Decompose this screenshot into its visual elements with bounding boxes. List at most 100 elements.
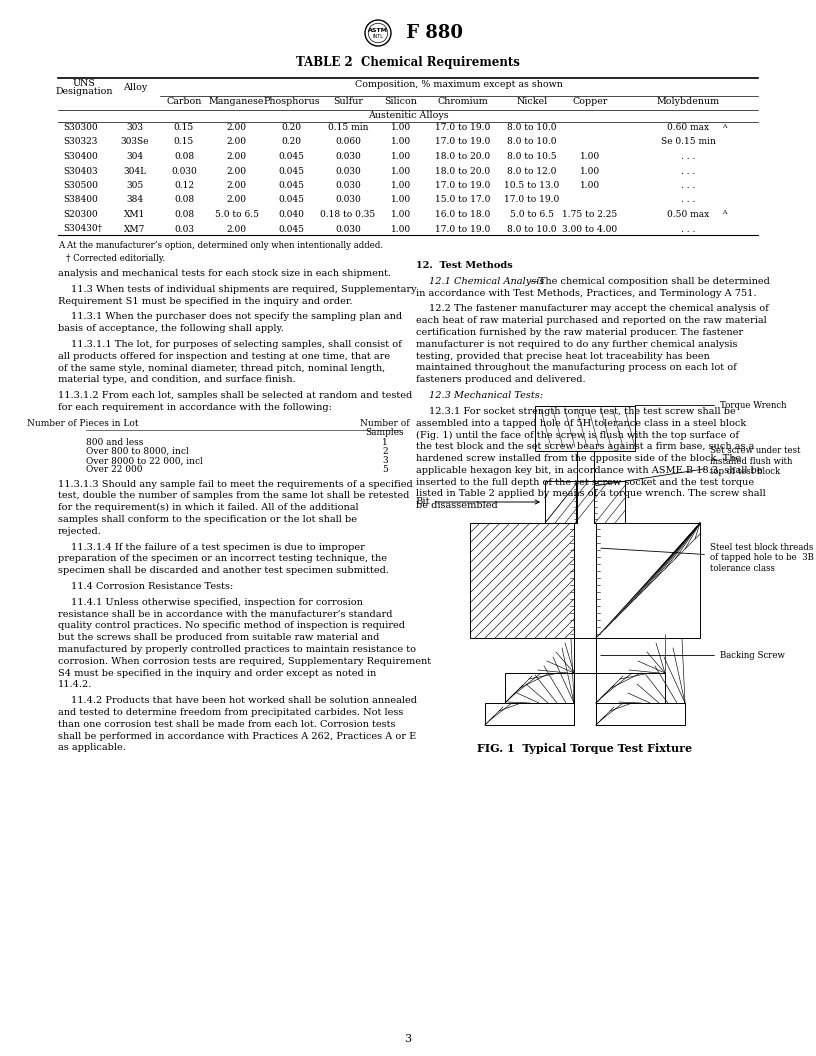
- Text: 304: 304: [126, 152, 144, 161]
- Text: inserted to the full depth of the set screw socket and the test torque: inserted to the full depth of the set sc…: [416, 477, 754, 487]
- Text: 1.00: 1.00: [580, 181, 600, 190]
- Text: 304L: 304L: [123, 167, 147, 175]
- Bar: [596, 703, 685, 725]
- Text: 1.00: 1.00: [391, 181, 411, 190]
- Text: 11.3.1 When the purchaser does not specify the sampling plan and: 11.3.1 When the purchaser does not speci…: [71, 313, 402, 321]
- Text: Number of: Number of: [360, 419, 410, 428]
- Text: of the same style, nominal diameter, thread pitch, nominal length,: of the same style, nominal diameter, thr…: [58, 363, 385, 373]
- Text: 12.1 Chemical Analysis: 12.1 Chemical Analysis: [429, 277, 544, 286]
- Text: Backing Screw: Backing Screw: [601, 650, 785, 660]
- Text: 17.0 to 19.0: 17.0 to 19.0: [436, 122, 490, 132]
- Text: 1.00: 1.00: [391, 137, 411, 147]
- Text: 8.0 to 10.0: 8.0 to 10.0: [508, 225, 557, 233]
- Text: 2.00: 2.00: [227, 152, 246, 161]
- Text: applicable hexagon key bit, in accordance with ASME B 18.3, shall be: applicable hexagon key bit, in accordanc…: [416, 466, 763, 475]
- Text: 8.0 to 10.0: 8.0 to 10.0: [508, 137, 557, 147]
- Text: XM1: XM1: [124, 210, 146, 219]
- Text: . . .: . . .: [681, 181, 695, 190]
- Text: 0.045: 0.045: [278, 167, 304, 175]
- Text: 0.030: 0.030: [335, 225, 361, 233]
- Text: 11.3.1.3 Should any sample fail to meet the requirements of a specified: 11.3.1.3 Should any sample fail to meet …: [58, 479, 413, 489]
- Text: Molybdenum: Molybdenum: [656, 97, 720, 106]
- Text: 1.00: 1.00: [580, 167, 600, 175]
- Text: . . .: . . .: [681, 225, 695, 233]
- Text: Number of Pieces in Lot: Number of Pieces in Lot: [27, 419, 139, 428]
- Text: than one corrosion test shall be made from each lot. Corrosion tests: than one corrosion test shall be made fr…: [58, 720, 396, 729]
- Text: A At the manufacturer’s option, determined only when intentionally added.: A At the manufacturer’s option, determin…: [58, 241, 384, 250]
- Text: testing, provided that precise heat lot traceability has been: testing, provided that precise heat lot …: [416, 352, 710, 360]
- Text: S30400: S30400: [63, 152, 98, 161]
- Text: all products offered for inspection and testing at one time, that are: all products offered for inspection and …: [58, 352, 390, 361]
- Text: 0.20: 0.20: [282, 122, 301, 132]
- Text: —The chemical composition shall be determined: —The chemical composition shall be deter…: [529, 277, 770, 286]
- Text: 11.4.1 Unless otherwise specified, inspection for corrosion: 11.4.1 Unless otherwise specified, inspe…: [71, 598, 363, 607]
- Text: 1.75 to 2.25: 1.75 to 2.25: [562, 210, 618, 219]
- Text: S38400: S38400: [63, 195, 98, 205]
- Text: Torque Wrench: Torque Wrench: [635, 400, 787, 417]
- Text: 3.00 to 4.00: 3.00 to 4.00: [562, 225, 618, 233]
- Text: 3: 3: [405, 1034, 411, 1044]
- Text: TABLE 2  Chemical Requirements: TABLE 2 Chemical Requirements: [296, 56, 520, 69]
- Text: S30430†: S30430†: [63, 225, 102, 233]
- Text: 11.3.1.1 The lot, for purposes of selecting samples, shall consist of: 11.3.1.1 The lot, for purposes of select…: [71, 340, 401, 348]
- Text: XM7: XM7: [124, 225, 146, 233]
- Text: 0.12: 0.12: [174, 181, 194, 190]
- Text: resistance shall be in accordance with the manufacturer’s standard: resistance shall be in accordance with t…: [58, 609, 392, 619]
- Text: as applicable.: as applicable.: [58, 743, 126, 753]
- Text: S4 must be specified in the inquiry and order except as noted in: S4 must be specified in the inquiry and …: [58, 668, 376, 678]
- Text: 0.15: 0.15: [174, 137, 194, 147]
- Text: 800 and less: 800 and less: [86, 438, 144, 447]
- Text: S30500: S30500: [63, 181, 98, 190]
- Text: 1.00: 1.00: [391, 195, 411, 205]
- Bar: [505, 673, 574, 703]
- Text: 2.00: 2.00: [227, 137, 246, 147]
- Text: 0.08: 0.08: [174, 195, 194, 205]
- Text: Sulfur: Sulfur: [333, 97, 363, 106]
- Text: 0.18 to 0.35: 0.18 to 0.35: [321, 210, 375, 219]
- Text: 1.00: 1.00: [391, 210, 411, 219]
- Text: 0.08: 0.08: [174, 152, 194, 161]
- Text: Carbon: Carbon: [166, 97, 202, 106]
- Text: 11.4 Corrosion Resistance Tests:: 11.4 Corrosion Resistance Tests:: [71, 582, 233, 591]
- Text: (Fig. 1) until the face of the screw is flush with the top surface of: (Fig. 1) until the face of the screw is …: [416, 431, 739, 439]
- Text: 5.0 to 6.5: 5.0 to 6.5: [510, 210, 554, 219]
- Text: 0.045: 0.045: [278, 181, 304, 190]
- Text: 0.030: 0.030: [335, 167, 361, 175]
- Text: Nickel: Nickel: [517, 97, 548, 106]
- Text: 8.0 to 10.0: 8.0 to 10.0: [508, 122, 557, 132]
- Text: F 880: F 880: [400, 24, 463, 42]
- Text: for the requirement(s) in which it failed. All of the additional: for the requirement(s) in which it faile…: [58, 504, 358, 512]
- Bar: [535, 406, 635, 451]
- Text: samples shall conform to the specification or the lot shall be: samples shall conform to the specificati…: [58, 515, 357, 524]
- Text: 0.15: 0.15: [174, 122, 194, 132]
- Text: Steel test block threads
of tapped hole to be  3B
tolerance class: Steel test block threads of tapped hole …: [601, 543, 814, 572]
- Text: 1.00: 1.00: [391, 122, 411, 132]
- Text: Over 22 000: Over 22 000: [86, 466, 143, 474]
- Text: Bit: Bit: [415, 497, 539, 507]
- Text: 17.0 to 19.0: 17.0 to 19.0: [504, 195, 560, 205]
- Text: 2.00: 2.00: [227, 122, 246, 132]
- Text: 1: 1: [382, 438, 388, 447]
- Text: but the screws shall be produced from suitable raw material and: but the screws shall be produced from su…: [58, 634, 379, 642]
- Text: 18.0 to 20.0: 18.0 to 20.0: [436, 167, 490, 175]
- Text: 0.040: 0.040: [278, 210, 304, 219]
- Text: rejected.: rejected.: [58, 527, 102, 535]
- Text: fasteners produced and delivered.: fasteners produced and delivered.: [416, 375, 586, 384]
- Text: 384: 384: [126, 195, 144, 205]
- Text: S20300: S20300: [63, 210, 98, 219]
- Text: 0.03: 0.03: [174, 225, 194, 233]
- Text: quality control practices. No specific method of inspection is required: quality control practices. No specific m…: [58, 621, 405, 630]
- Text: 2.00: 2.00: [227, 225, 246, 233]
- Text: analysis and mechanical tests for each stock size in each shipment.: analysis and mechanical tests for each s…: [58, 269, 391, 278]
- Text: 17.0 to 19.0: 17.0 to 19.0: [436, 181, 490, 190]
- Text: 8.0 to 10.5: 8.0 to 10.5: [508, 152, 557, 161]
- Text: † Corrected editorially.: † Corrected editorially.: [66, 254, 166, 263]
- Text: Set screw under test
installed flush with
top of test block: Set screw under test installed flush wit…: [596, 447, 800, 486]
- Text: Composition, % maximum except as shown: Composition, % maximum except as shown: [355, 80, 563, 89]
- Text: 0.045: 0.045: [278, 225, 304, 233]
- Text: Se 0.15 min: Se 0.15 min: [661, 137, 716, 147]
- Text: 5: 5: [382, 466, 388, 474]
- Text: manufacturer is not required to do any further chemical analysis: manufacturer is not required to do any f…: [416, 340, 738, 348]
- Text: 2.00: 2.00: [227, 181, 246, 190]
- Text: in accordance with Test Methods, Practices, and Terminology A 751.: in accordance with Test Methods, Practic…: [416, 288, 756, 298]
